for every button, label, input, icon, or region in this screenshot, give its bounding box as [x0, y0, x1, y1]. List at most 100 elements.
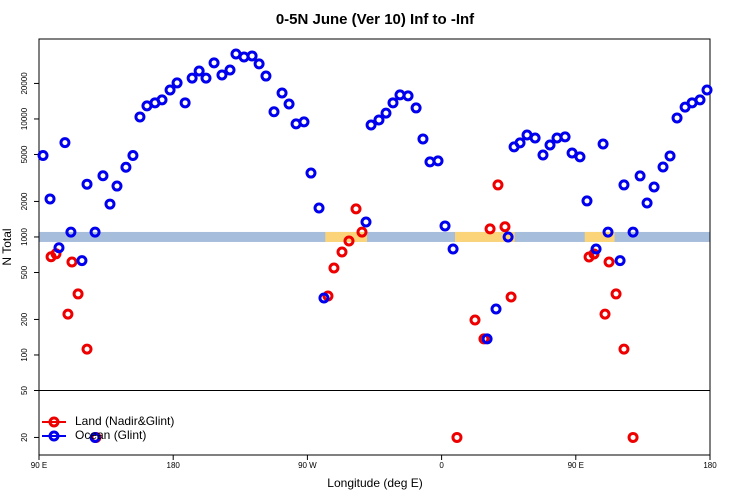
data-point: [439, 220, 451, 232]
data-point: [671, 112, 683, 124]
y-tick-label: 20000: [20, 72, 29, 95]
data-point: [574, 151, 586, 163]
data-point: [603, 256, 615, 268]
x-tick-label: 180: [167, 461, 181, 470]
data-point: [224, 64, 236, 76]
data-point: [246, 50, 258, 62]
data-point: [37, 150, 49, 162]
data-point: [701, 84, 713, 96]
legend-label: Land (Nadir&Glint): [75, 414, 174, 428]
data-point: [618, 179, 630, 191]
data-point: [97, 170, 109, 182]
data-point: [65, 226, 77, 238]
data-point: [505, 291, 517, 303]
data-point: [336, 246, 348, 258]
x-tick-label: 0: [439, 461, 444, 470]
data-point: [89, 431, 101, 443]
y-tick-label: 500: [20, 265, 29, 279]
data-point: [451, 431, 463, 443]
chart-title: 0-5N June (Ver 10) Inf to -Inf: [276, 11, 475, 28]
data-point: [356, 226, 368, 238]
legend-marker: [48, 430, 60, 442]
data-point: [648, 181, 660, 193]
data-point: [590, 243, 602, 255]
reference-band: [39, 231, 710, 242]
data-point: [253, 58, 265, 70]
data-point: [492, 179, 504, 191]
data-point: [618, 343, 630, 355]
data-point: [410, 102, 422, 114]
data-point: [597, 138, 609, 150]
data-point: [360, 216, 372, 228]
band-highlight: [584, 231, 615, 242]
y-tick-label: 200: [20, 312, 29, 326]
x-tick-label: 90 W: [298, 461, 317, 470]
y-tick-label: 2000: [20, 192, 29, 210]
data-point: [298, 116, 310, 128]
data-point: [81, 178, 93, 190]
data-point: [200, 72, 212, 84]
data-point: [634, 170, 646, 182]
data-point: [402, 90, 414, 102]
data-point: [76, 255, 88, 267]
data-point: [156, 94, 168, 106]
data-point: [313, 202, 325, 214]
data-point: [276, 87, 288, 99]
data-point: [627, 431, 639, 443]
data-point: [481, 333, 493, 345]
data-point: [318, 292, 330, 304]
legend-label: Ocean (Glint): [75, 428, 146, 442]
data-point: [599, 308, 611, 320]
data-point: [365, 119, 377, 131]
data-point: [127, 150, 139, 162]
data-point: [566, 147, 578, 159]
data-point: [81, 343, 93, 355]
data-point: [559, 131, 571, 143]
data-point: [328, 262, 340, 274]
data-point: [544, 139, 556, 151]
y-axis-label: N Total: [0, 228, 14, 265]
y-tick-label: 50: [20, 385, 29, 394]
data-point: [529, 132, 541, 144]
data-point: [380, 107, 392, 119]
data-point: [179, 97, 191, 109]
data-point: [62, 308, 74, 320]
data-point: [260, 70, 272, 82]
data-point: [537, 149, 549, 161]
data-point: [66, 256, 78, 268]
legend-marker: [48, 416, 60, 428]
data-point: [193, 65, 205, 77]
y-tick-label: 100: [20, 348, 29, 362]
data-point: [657, 161, 669, 173]
data-point: [502, 231, 514, 243]
data-point: [59, 137, 71, 149]
data-point: [171, 77, 183, 89]
data-point: [490, 303, 502, 315]
data-point: [627, 226, 639, 238]
data-point: [417, 133, 429, 145]
plot-frame: [38, 38, 711, 456]
data-point: [89, 226, 101, 238]
data-point: [694, 94, 706, 106]
data-point: [387, 97, 399, 109]
data-point: [664, 150, 676, 162]
data-point: [581, 195, 593, 207]
data-point: [111, 180, 123, 192]
data-point: [343, 235, 355, 247]
band-highlight: [455, 231, 515, 242]
data-point: [134, 111, 146, 123]
data-point: [350, 203, 362, 215]
data-point: [53, 242, 65, 254]
x-tick-label: 180: [703, 461, 717, 470]
data-point: [469, 314, 481, 326]
y-tick-label: 20: [20, 432, 29, 441]
data-point: [514, 137, 526, 149]
y-tick-label: 5000: [20, 145, 29, 163]
data-point: [104, 198, 116, 210]
data-point: [602, 226, 614, 238]
data-point: [283, 98, 295, 110]
y-tick-label: 1000: [20, 228, 29, 246]
data-point: [432, 155, 444, 167]
